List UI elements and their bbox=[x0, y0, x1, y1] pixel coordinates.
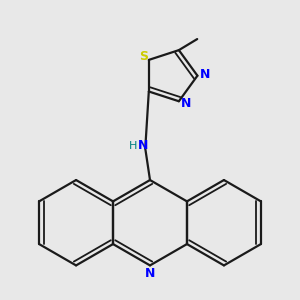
Text: S: S bbox=[139, 50, 148, 63]
Text: N: N bbox=[181, 97, 191, 110]
Text: N: N bbox=[200, 68, 210, 81]
Text: H: H bbox=[129, 141, 137, 151]
Text: N: N bbox=[145, 267, 155, 280]
Text: N: N bbox=[137, 140, 148, 152]
